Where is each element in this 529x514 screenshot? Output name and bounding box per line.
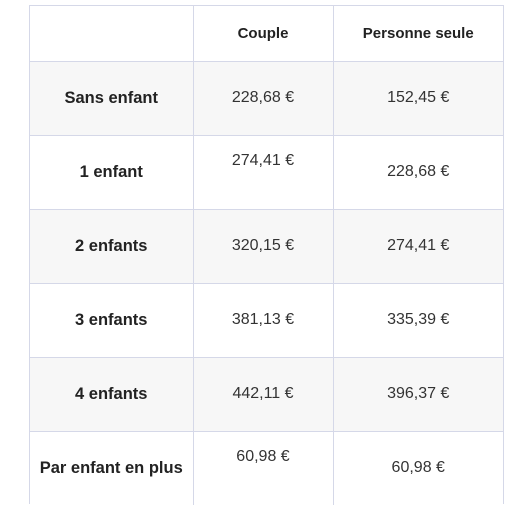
header-couple: Couple — [192, 6, 334, 62]
single-value: 152,45 € — [332, 60, 503, 136]
single-value: 396,37 € — [332, 356, 503, 432]
table-row: Sans enfant 228,68 € 152,45 € — [30, 60, 503, 136]
single-value: 228,68 € — [332, 134, 503, 210]
couple-value: 228,68 € — [192, 60, 334, 136]
table-row: 1 enfant 274,41 € 228,68 € — [30, 134, 503, 210]
header-single: Personne seule — [332, 6, 503, 62]
allowance-table-container: Couple Personne seule Sans enfant 228,68… — [29, 5, 504, 505]
row-label: 3 enfants — [30, 282, 194, 358]
single-value: 335,39 € — [332, 282, 503, 358]
table-header-row: Couple Personne seule — [30, 6, 503, 62]
couple-value: 274,41 € — [192, 134, 334, 210]
single-value: 274,41 € — [332, 208, 503, 284]
couple-value: 320,15 € — [192, 208, 334, 284]
table-row: 3 enfants 381,13 € 335,39 € — [30, 282, 503, 358]
allowance-table: Couple Personne seule Sans enfant 228,68… — [30, 6, 503, 505]
row-label: 2 enfants — [30, 208, 194, 284]
couple-value: 442,11 € — [192, 356, 334, 432]
couple-value: 60,98 € — [192, 430, 334, 505]
row-label: Sans enfant — [30, 60, 194, 136]
table-row: 2 enfants 320,15 € 274,41 € — [30, 208, 503, 284]
table-row: Par enfant en plus 60,98 € 60,98 € — [30, 430, 503, 505]
header-empty — [30, 6, 194, 62]
row-label: Par enfant en plus — [30, 430, 194, 505]
table-row: 4 enfants 442,11 € 396,37 € — [30, 356, 503, 432]
single-value: 60,98 € — [332, 430, 503, 505]
row-label: 1 enfant — [30, 134, 194, 210]
couple-value: 381,13 € — [192, 282, 334, 358]
row-label: 4 enfants — [30, 356, 194, 432]
